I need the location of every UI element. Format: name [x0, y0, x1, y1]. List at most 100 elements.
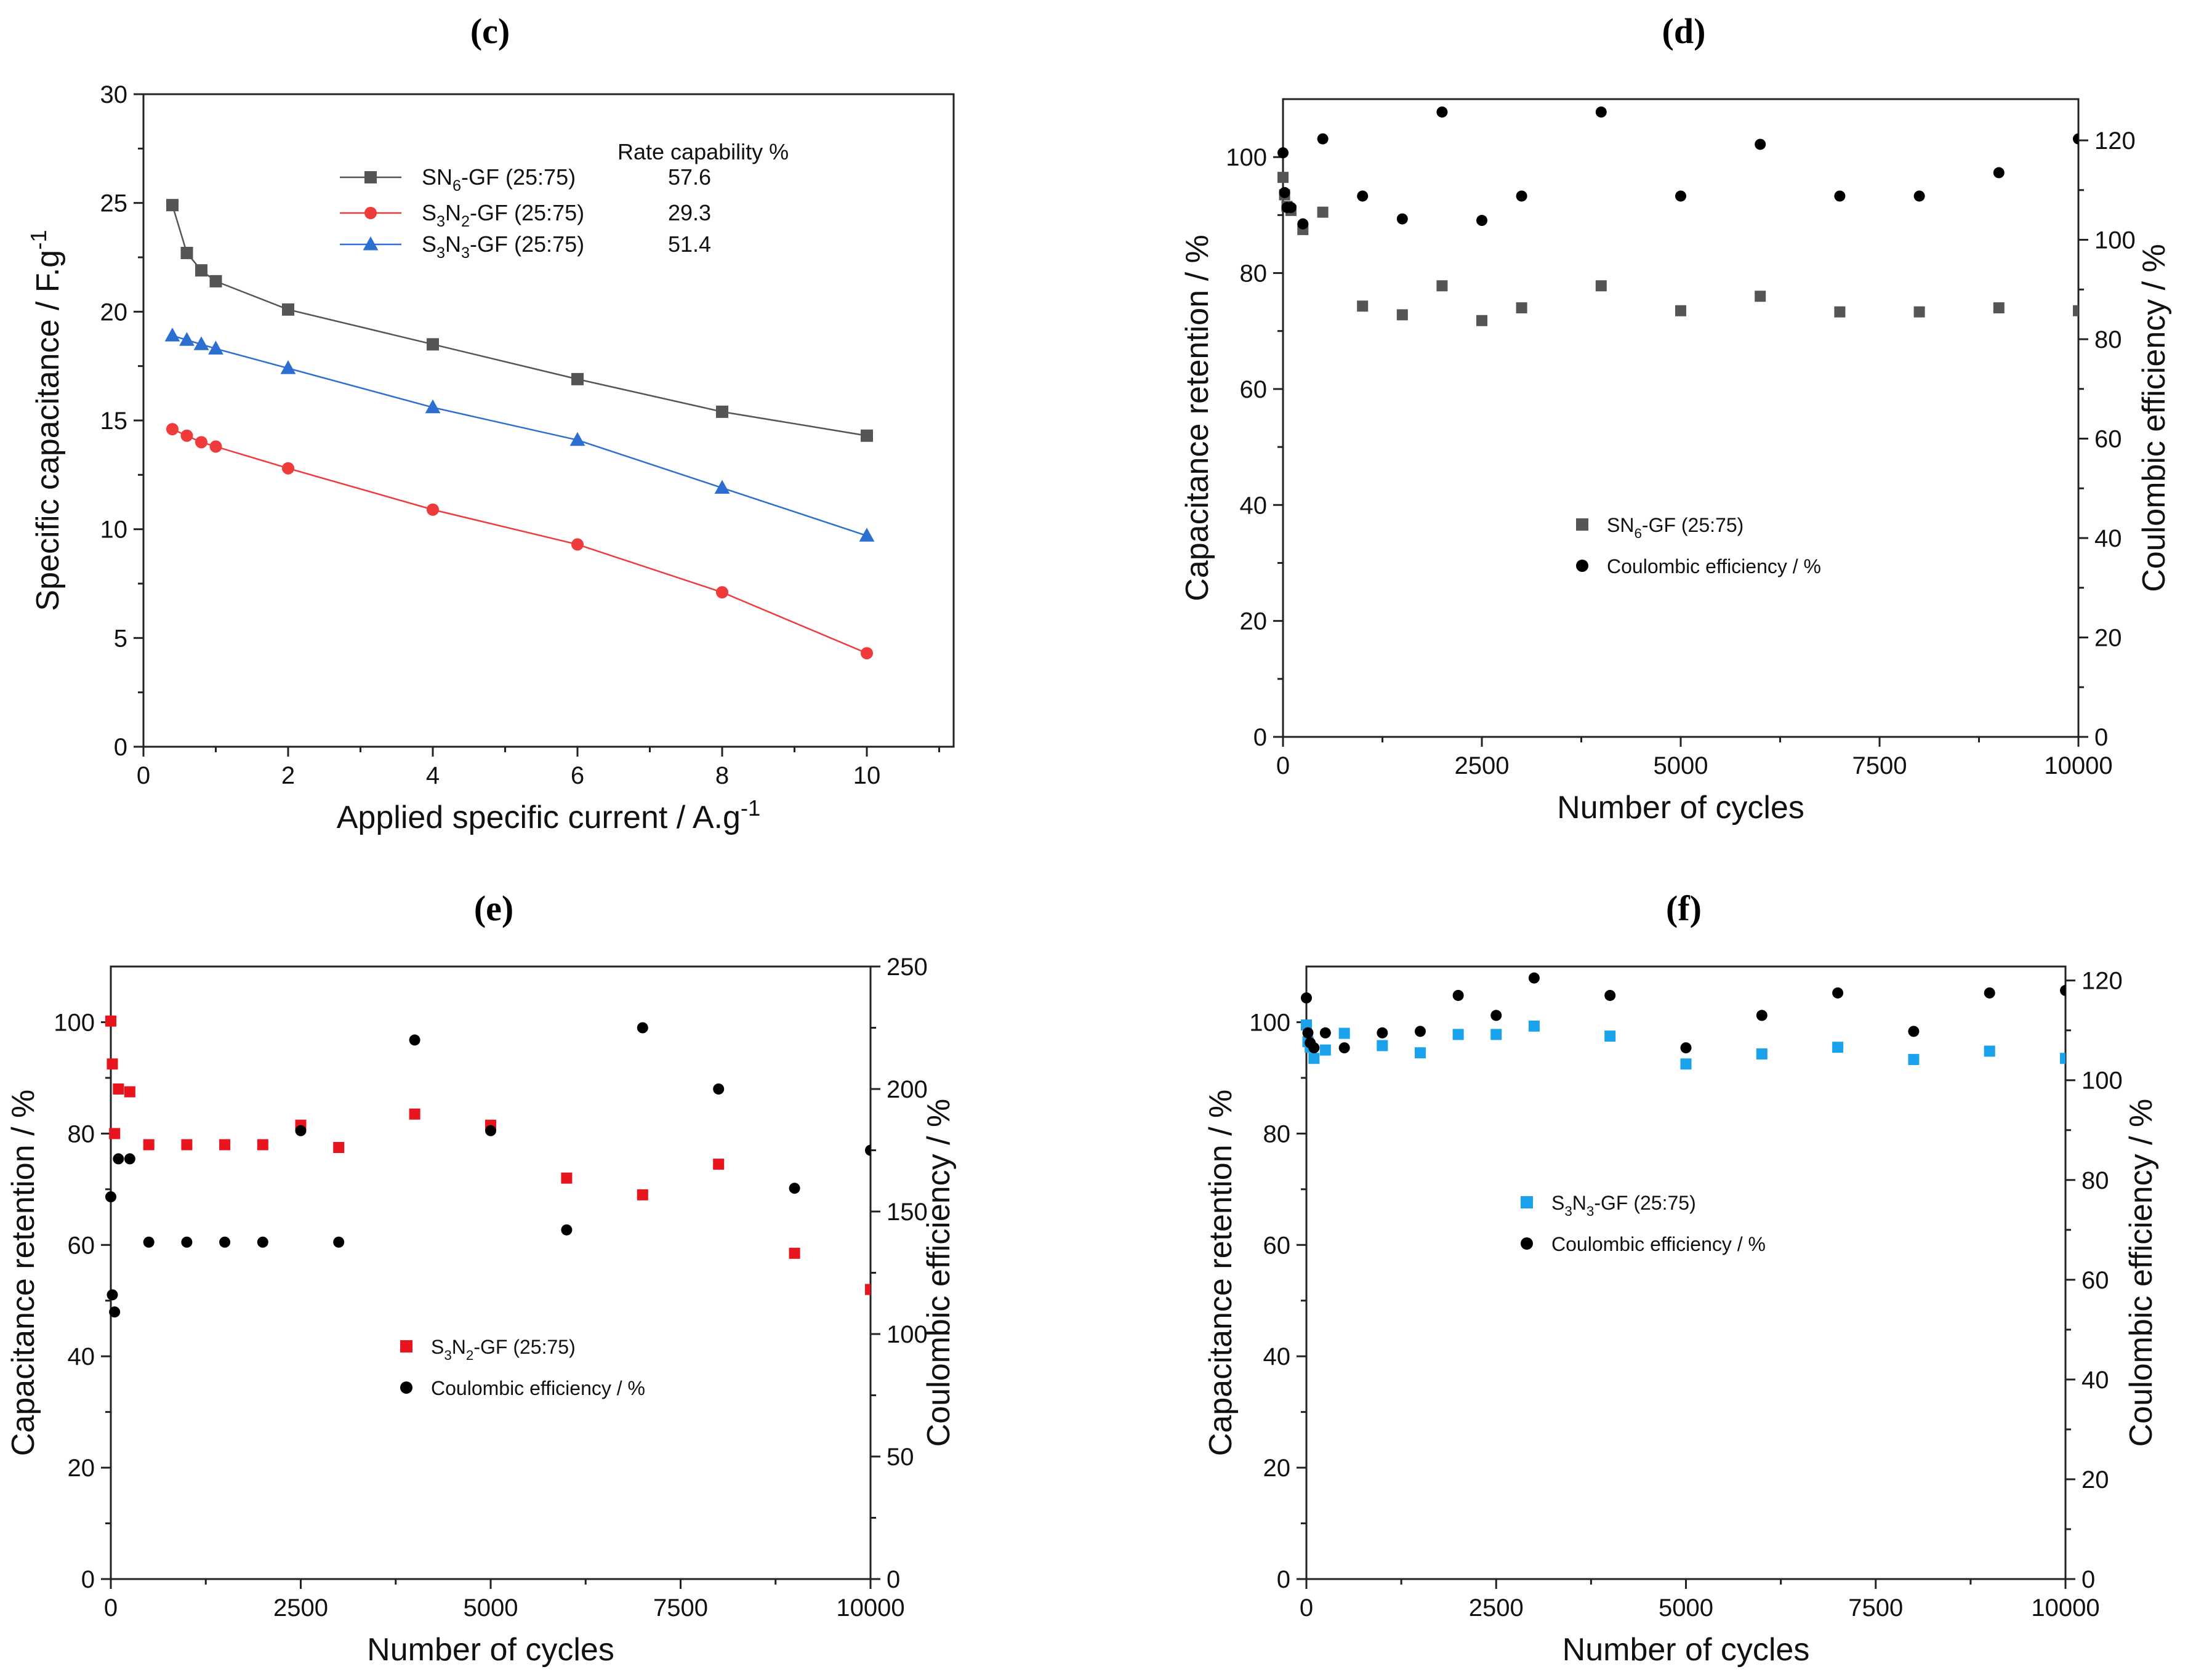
data-point [1516, 190, 1527, 202]
data-point [1490, 1029, 1502, 1040]
data-point [2073, 305, 2078, 316]
data-point [1476, 215, 1487, 227]
legend-label: SN6-GF (25:75) [422, 164, 576, 195]
subscript: 6 [452, 177, 461, 195]
data-point [1490, 1010, 1502, 1021]
legend-label: Coulombic efficiency / % [1551, 1233, 1766, 1255]
data-point [1308, 1042, 1320, 1054]
x-tick-label: 2 [281, 762, 295, 789]
chart-panel-d: (d)0 2500 5000 7500 100000204060801000204060… [1180, 11, 2172, 826]
data-point [716, 586, 728, 599]
data-point [1908, 1026, 1920, 1037]
x-tick-label: 0 [1276, 752, 1290, 779]
x-axis-title-sup: -1 [741, 795, 760, 821]
data-point [561, 1224, 573, 1236]
y-tick-label: 25 [100, 190, 128, 217]
x-tick-label: 2500 [273, 1594, 328, 1622]
data-point [166, 199, 179, 212]
subscript: 3 [436, 244, 445, 262]
data-point [1396, 309, 1408, 321]
data-point [1832, 987, 1844, 999]
data-point [1476, 315, 1487, 326]
legend: SN6-GF (25:75) Coulombic efficiency / % [1576, 514, 1821, 577]
y2-tick-label: 0 [2094, 724, 2108, 751]
data-point [1357, 190, 1369, 202]
y-tick-label: 100 [1249, 1009, 1290, 1036]
data-point [179, 332, 195, 346]
subscript: 2 [461, 213, 470, 230]
subscript: 3 [436, 213, 445, 230]
data-point [280, 360, 296, 374]
legend-marker [400, 1340, 412, 1352]
y-tick-label: 60 [68, 1232, 95, 1259]
data-point [219, 1139, 231, 1151]
y-tick-label: 40 [1240, 492, 1268, 519]
data-point [865, 1144, 871, 1156]
legend-label: S3N2-GF (25:75) [422, 200, 584, 230]
legend-marker [400, 1381, 412, 1394]
data-point [282, 462, 294, 475]
data-point [1680, 1058, 1692, 1070]
data-point [195, 264, 207, 277]
data-point [409, 1034, 420, 1046]
data-point [409, 1108, 420, 1120]
text-run: N [445, 231, 461, 257]
data-point [105, 1015, 116, 1027]
y2-tick-label: 40 [2094, 525, 2122, 552]
y-tick-label: 100 [1226, 144, 1267, 171]
series-1 [166, 423, 873, 660]
y-tick-label: 20 [68, 1455, 95, 1482]
y2-tick-label: 80 [2094, 326, 2122, 353]
y-tick-label: 80 [1263, 1120, 1291, 1147]
y-tick-label: 0 [1253, 724, 1267, 751]
y-tick-label: 60 [1240, 376, 1268, 403]
y-tick-label: 100 [54, 1009, 95, 1036]
legend: S3N3-GF (25:75)Coulombic efficiency / % [1521, 1192, 1766, 1255]
legend-marker [364, 207, 377, 219]
text-run: -GF (25:75) [470, 231, 584, 257]
legend-header: Rate capability % [617, 139, 789, 164]
data-point [1357, 300, 1369, 312]
data-point [1913, 306, 1925, 318]
data-point [105, 1191, 116, 1203]
y-axis-title: Capacitance retention / % [1180, 235, 1215, 601]
text-run: S [431, 1336, 444, 1358]
data-point [257, 1139, 268, 1151]
panel-label: (d) [1662, 11, 1706, 51]
text-run: S [422, 231, 436, 257]
data-point [1834, 306, 1846, 318]
data-point [1414, 1047, 1426, 1059]
x-axis-title: Number of cycles [1557, 790, 1804, 826]
y2-tick-label: 250 [887, 954, 928, 981]
y2-tick-label: 0 [2081, 1566, 2095, 1593]
y-tick-label: 80 [1240, 260, 1268, 287]
data-point [859, 528, 875, 542]
legend-marker [1521, 1196, 1533, 1208]
x-tick-label: 7500 [653, 1594, 708, 1622]
data-point [1377, 1040, 1388, 1051]
x-tick-label: 5000 [1654, 752, 1708, 779]
x-tick-label: 4 [426, 762, 440, 789]
y2-tick-label: 40 [2081, 1367, 2109, 1394]
x-axis-title: Applied specific current / A.g-1 [337, 795, 760, 835]
plot-frame [110, 965, 872, 1580]
y2-tick-label: 0 [887, 1566, 900, 1593]
data-point [1317, 133, 1329, 145]
y-axis-title: Specific capacitance / F.g-1 [26, 230, 66, 611]
y2-axis-title: Coulombic efficiency / % [2123, 1099, 2159, 1447]
data-point [195, 436, 207, 449]
x-tick-label: 10 [853, 762, 881, 789]
data-point [1319, 1027, 1331, 1039]
data-point [861, 429, 873, 442]
data-point [143, 1236, 155, 1248]
data-point [1377, 1027, 1388, 1039]
series-0 [166, 199, 873, 442]
data-point [1595, 280, 1607, 292]
y-tick-label: 20 [100, 299, 128, 326]
y2-tick-label: 20 [2094, 625, 2122, 652]
data-point [1319, 1044, 1331, 1056]
y2-tick-label: 60 [2081, 1267, 2109, 1294]
data-point [1913, 190, 1925, 202]
data-point [861, 647, 873, 660]
